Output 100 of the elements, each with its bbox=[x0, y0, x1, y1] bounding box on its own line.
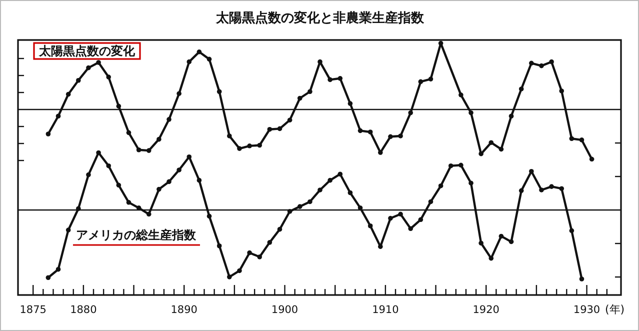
point bbox=[257, 254, 262, 260]
series-label: アメリカの総生産指数 bbox=[76, 228, 197, 242]
point bbox=[206, 214, 212, 219]
point bbox=[408, 110, 414, 116]
point bbox=[196, 178, 202, 183]
point bbox=[176, 91, 182, 96]
point bbox=[126, 200, 132, 205]
chart-title: 太陽黒点数の変化と非農業生産指数 bbox=[215, 10, 425, 26]
point bbox=[539, 63, 544, 68]
point bbox=[287, 208, 292, 214]
point bbox=[338, 76, 343, 81]
point bbox=[388, 134, 393, 140]
point bbox=[418, 79, 424, 84]
point bbox=[458, 162, 464, 168]
point bbox=[96, 60, 101, 65]
point bbox=[498, 146, 504, 152]
point bbox=[328, 178, 332, 183]
point bbox=[569, 228, 574, 234]
point bbox=[66, 228, 71, 232]
point bbox=[529, 168, 534, 174]
point bbox=[408, 226, 414, 232]
point bbox=[428, 76, 434, 82]
point bbox=[297, 96, 302, 101]
point bbox=[257, 142, 262, 148]
point bbox=[277, 226, 282, 232]
point bbox=[277, 126, 282, 132]
point bbox=[237, 268, 242, 274]
point bbox=[186, 59, 192, 64]
point bbox=[438, 40, 444, 46]
point bbox=[529, 60, 534, 66]
point bbox=[348, 190, 353, 196]
point bbox=[136, 147, 142, 152]
point bbox=[56, 266, 61, 272]
point bbox=[106, 74, 111, 80]
point bbox=[86, 172, 91, 178]
point bbox=[56, 114, 61, 119]
point bbox=[227, 134, 232, 138]
point bbox=[539, 188, 544, 192]
point bbox=[216, 243, 222, 248]
point bbox=[468, 110, 474, 116]
point bbox=[518, 86, 524, 92]
point bbox=[176, 168, 182, 172]
point bbox=[579, 276, 584, 282]
point bbox=[348, 101, 353, 106]
point bbox=[237, 146, 242, 151]
point bbox=[206, 56, 212, 62]
point bbox=[448, 163, 454, 168]
point bbox=[378, 244, 383, 249]
point bbox=[518, 188, 524, 194]
point bbox=[468, 180, 474, 186]
point bbox=[196, 50, 202, 54]
point bbox=[156, 136, 162, 142]
point bbox=[398, 212, 403, 217]
point bbox=[146, 148, 152, 153]
point bbox=[569, 136, 574, 142]
point bbox=[488, 140, 494, 145]
point bbox=[247, 144, 252, 148]
point bbox=[66, 92, 71, 97]
point bbox=[398, 134, 403, 138]
point bbox=[76, 78, 81, 83]
point bbox=[247, 250, 252, 256]
point bbox=[156, 186, 162, 192]
point bbox=[438, 183, 444, 188]
point bbox=[46, 132, 51, 136]
point bbox=[216, 89, 222, 94]
point bbox=[116, 182, 122, 188]
point bbox=[549, 184, 554, 189]
point bbox=[388, 216, 393, 221]
point bbox=[358, 128, 363, 134]
point bbox=[508, 239, 514, 244]
point bbox=[559, 88, 564, 94]
point bbox=[508, 114, 514, 119]
point bbox=[186, 154, 192, 160]
point bbox=[368, 130, 373, 134]
point bbox=[458, 92, 464, 98]
point bbox=[579, 138, 584, 142]
point bbox=[267, 126, 272, 132]
point bbox=[368, 223, 373, 228]
point bbox=[418, 217, 424, 222]
point bbox=[549, 59, 554, 64]
point bbox=[559, 186, 564, 192]
point bbox=[96, 150, 101, 156]
point bbox=[498, 234, 504, 239]
point bbox=[378, 150, 383, 155]
point bbox=[318, 188, 322, 192]
point bbox=[297, 204, 302, 209]
point bbox=[76, 206, 81, 212]
point bbox=[166, 179, 172, 184]
point bbox=[308, 199, 312, 204]
point bbox=[478, 240, 484, 246]
point bbox=[589, 156, 594, 162]
point bbox=[116, 104, 122, 109]
point bbox=[287, 118, 292, 122]
point bbox=[146, 212, 152, 217]
x-axis-title: (年) bbox=[605, 303, 625, 316]
point bbox=[338, 172, 343, 177]
point bbox=[328, 77, 332, 82]
legend-label: 太陽黒点数の変化 bbox=[38, 44, 136, 58]
point bbox=[488, 256, 494, 261]
point bbox=[227, 274, 232, 280]
